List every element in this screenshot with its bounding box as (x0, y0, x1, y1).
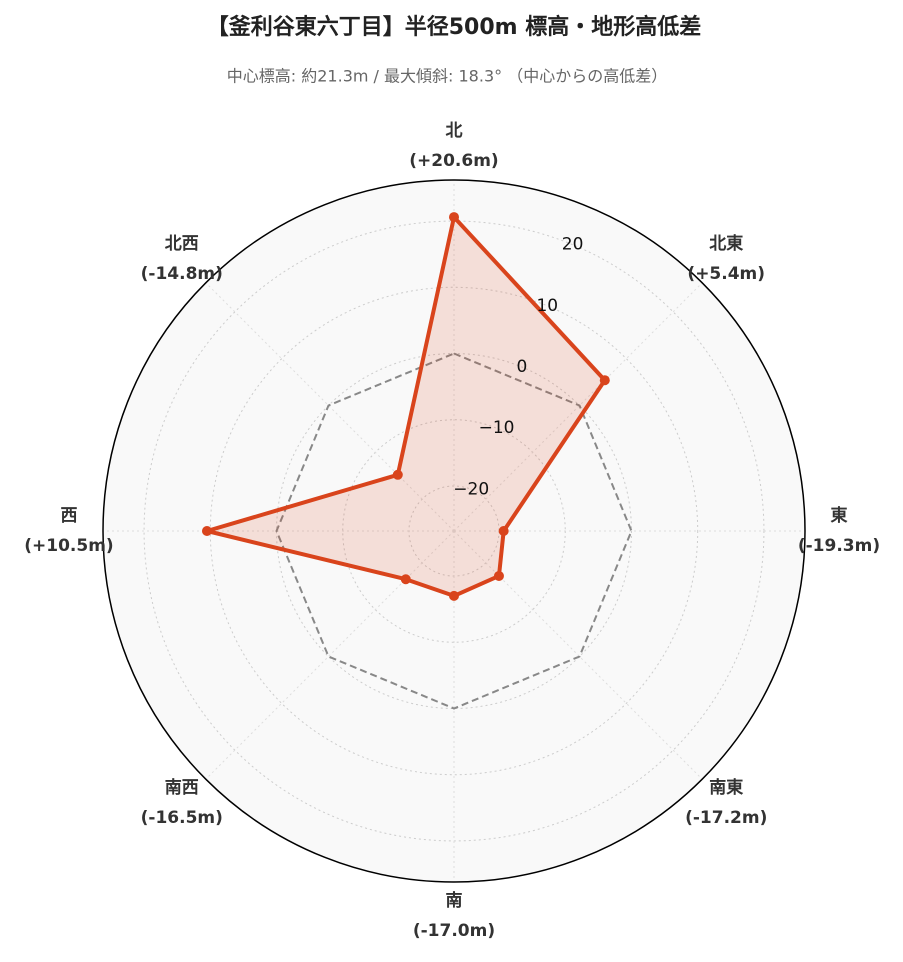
spoke (453, 282, 703, 532)
value-label: (-17.2m) (685, 808, 767, 828)
category-label: 北西 (165, 234, 199, 254)
grid-circle (143, 220, 765, 842)
data-point (201, 526, 212, 536)
spoke (205, 530, 455, 780)
category-label: 西 (61, 506, 78, 526)
y-tick-label: −10 (479, 418, 515, 438)
data-point (449, 590, 459, 601)
category-label: 南 (446, 890, 463, 911)
data-point (392, 469, 403, 480)
data-point (493, 570, 504, 581)
value-label: (+5.4m) (687, 264, 765, 284)
value-label: (-14.8m) (141, 264, 223, 284)
reference-line (275, 352, 633, 710)
category-label: 南東 (709, 777, 743, 798)
y-tick-label: 10 (536, 296, 558, 316)
y-tick-label: −20 (453, 479, 489, 499)
spoke (205, 282, 455, 532)
category-label: 北 (446, 121, 463, 141)
plot-border (102, 179, 806, 883)
spoke (453, 530, 703, 780)
category-label: 南西 (165, 777, 199, 798)
value-label: (-16.5m) (141, 808, 223, 828)
data-point (498, 526, 509, 536)
value-label: (+20.6m) (409, 151, 498, 171)
data-point (449, 212, 459, 223)
category-label: 北東 (709, 233, 743, 254)
category-label: 東 (831, 505, 848, 526)
value-label: (-19.3m) (798, 536, 880, 556)
value-label: (-17.0m) (413, 921, 495, 941)
y-tick-label: 0 (517, 357, 528, 377)
data-point (599, 375, 610, 386)
chart-subtitle: 中心標高: 約21.3m / 最大傾斜: 18.3° （中心からの高低差） (227, 67, 667, 86)
data-point (400, 574, 411, 585)
y-tick-label: 20 (562, 235, 584, 255)
value-label: (+10.5m) (24, 536, 113, 556)
chart-title: 【釜利谷東六丁目】半径500m 標高・地形高低差 (207, 14, 702, 40)
